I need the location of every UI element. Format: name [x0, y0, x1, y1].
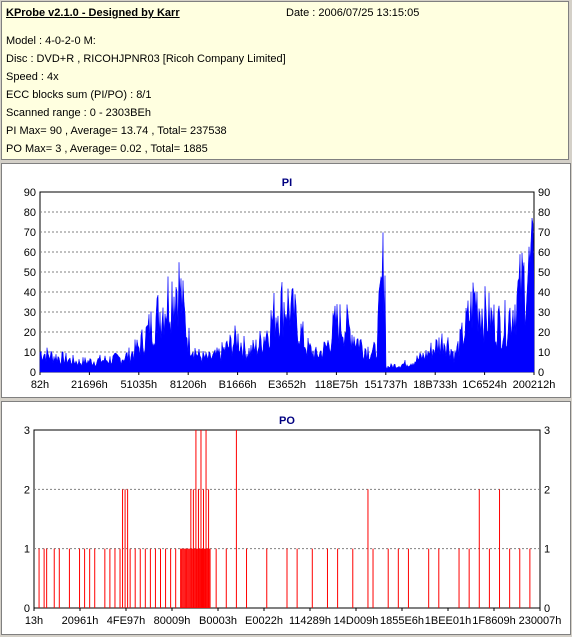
y-tick-right-8: 80: [538, 207, 550, 219]
x-tick-10: 1F8609h: [472, 615, 515, 627]
po-chart-panel: PO 0 0 1 1 2 2 3 3 13h 20961h 4FE97h 80009h B0003h E00…: [1, 401, 571, 635]
pi-chart-panel: PI 0 0 10 10 20 20 30 30 40 40 50 50 60 60 70 70 80 80 90 90…: [1, 163, 571, 398]
pi-series-area: [39, 217, 535, 373]
model-line: Model : 4-0-2-0 M:: [6, 35, 96, 47]
speed-line: Speed : 4x: [6, 71, 59, 83]
y-tick-left-0: 0: [30, 367, 36, 379]
x-tick-4: B1666h: [219, 379, 257, 391]
y-tick-left-3: 3: [24, 425, 30, 437]
y-tick-left-7: 70: [24, 227, 36, 239]
y-tick-right-7: 70: [538, 227, 550, 239]
x-tick-10: 200212h: [513, 379, 556, 391]
y-tick-left-2: 20: [24, 327, 36, 339]
ecc-line: ECC blocks sum (PI/PO) : 8/1: [6, 89, 152, 101]
y-tick-right-3: 3: [544, 425, 550, 437]
pi-chart: PI 0 0 10 10 20 20 30 30 40 40 50 50 60 60 70 70 80 80 90 90…: [24, 177, 556, 391]
x-tick-3: 81206h: [170, 379, 207, 391]
x-tick-8: 18B733h: [413, 379, 457, 391]
x-tick-5: E3652h: [268, 379, 306, 391]
x-tick-0: 82h: [31, 379, 49, 391]
app-title: KProbe v2.1.0 - Designed by Karr: [6, 7, 180, 19]
range-line: Scanned range : 0 - 2303BEh: [6, 107, 151, 119]
y-tick-right-5: 50: [538, 267, 550, 279]
scan-date: Date : 2006/07/25 13:15:05: [286, 7, 420, 19]
y-tick-right-9: 90: [538, 187, 550, 199]
x-tick-2: 4FE97h: [107, 615, 146, 627]
y-tick-left-1: 10: [24, 347, 36, 359]
x-tick-2: 51035h: [120, 379, 157, 391]
y-tick-left-5: 50: [24, 267, 36, 279]
y-tick-right-0: 0: [538, 367, 544, 379]
info-panel: KProbe v2.1.0 - Designed by Karr Date : …: [1, 1, 569, 160]
y-tick-left-9: 90: [24, 187, 36, 199]
po-series: [38, 430, 531, 608]
y-tick-right-1: 1: [544, 544, 550, 556]
x-tick-3: 80009h: [154, 615, 191, 627]
y-tick-right-2: 2: [544, 484, 550, 496]
x-tick-7: 14D009h: [334, 615, 379, 627]
chart-title: PI: [282, 177, 292, 189]
pi-summary-line: PI Max= 90 , Average= 13.74 , Total= 237…: [6, 125, 227, 137]
y-tick-right-4: 40: [538, 287, 550, 299]
y-tick-left-1: 1: [24, 544, 30, 556]
x-tick-0: 13h: [25, 615, 43, 627]
x-tick-8: 1855E6h: [380, 615, 424, 627]
x-tick-9: 1BEE01h: [425, 615, 471, 627]
y-tick-left-4: 40: [24, 287, 36, 299]
x-tick-6: 118E75h: [315, 379, 358, 391]
po-summary-line: PO Max= 3 , Average= 0.02 , Total= 1885: [6, 143, 208, 155]
disc-line: Disc : DVD+R , RICOHJPNR03 [Ricoh Compan…: [6, 53, 286, 65]
y-tick-left-6: 60: [24, 247, 36, 259]
y-tick-right-0: 0: [544, 603, 550, 615]
x-tick-9: 1C6524h: [462, 379, 507, 391]
x-tick-7: 151737h: [364, 379, 407, 391]
y-tick-right-6: 60: [538, 247, 550, 259]
chart-title: PO: [279, 415, 295, 427]
x-tick-1: 20961h: [62, 615, 99, 627]
x-tick-6: 114289h: [289, 615, 331, 627]
y-tick-right-3: 30: [538, 307, 550, 319]
y-tick-right-2: 20: [538, 327, 550, 339]
y-tick-left-3: 30: [24, 307, 36, 319]
x-tick-1: 21696h: [71, 379, 108, 391]
x-tick-5: E0022h: [245, 615, 283, 627]
y-tick-left-0: 0: [24, 603, 30, 615]
po-chart: PO 0 0 1 1 2 2 3 3 13h 20961h 4FE97h 80009h B0003h E00…: [24, 415, 562, 627]
x-tick-11: 230007h: [519, 615, 562, 627]
x-tick-4: B0003h: [199, 615, 237, 627]
y-tick-left-8: 80: [24, 207, 36, 219]
y-tick-right-1: 10: [538, 347, 550, 359]
y-tick-left-2: 2: [24, 484, 30, 496]
